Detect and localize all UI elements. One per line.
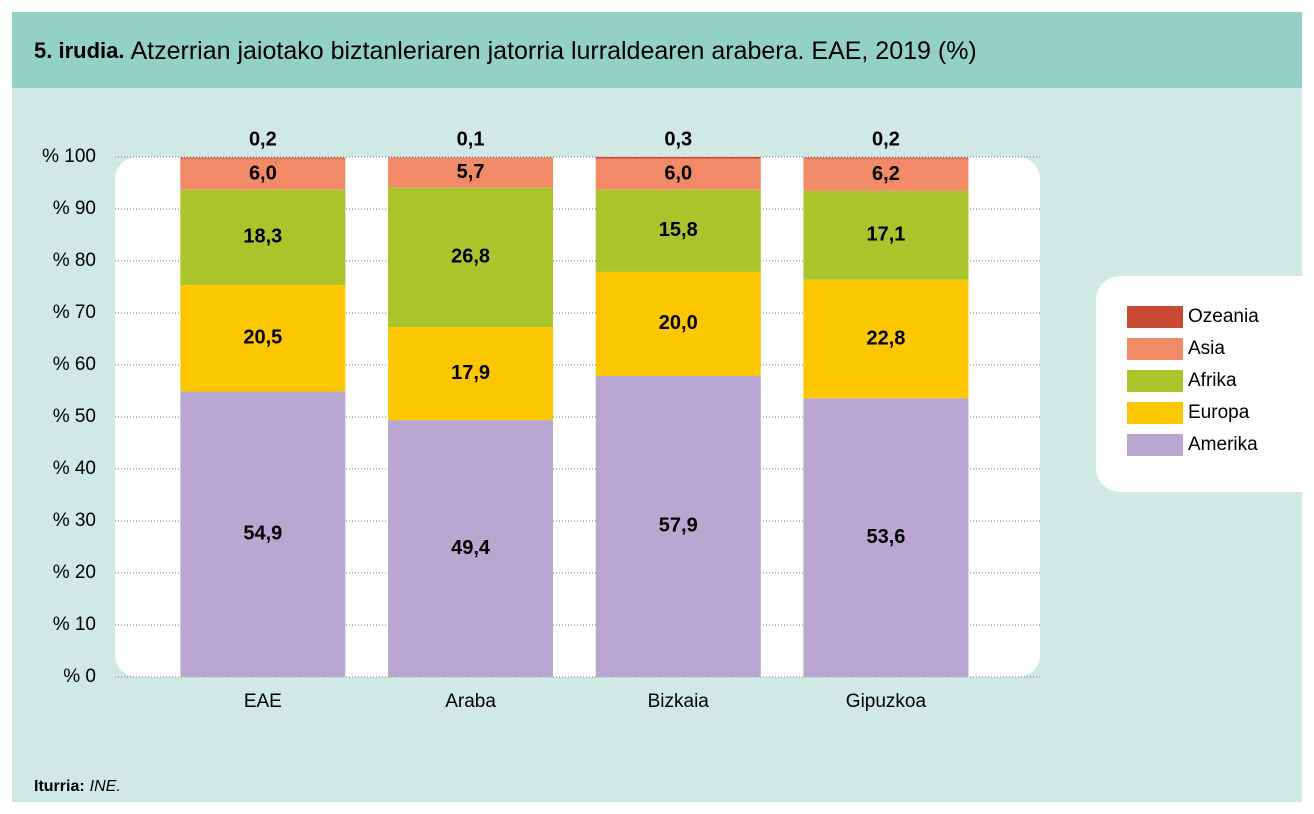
y-tick-label: % 50 [53, 406, 96, 427]
data-label: 6,2 [872, 163, 900, 185]
legend-swatch [1127, 402, 1183, 424]
data-label: 17,1 [866, 224, 905, 246]
bar-segment [388, 420, 554, 677]
legend-swatch [1127, 370, 1183, 392]
bar-segment [595, 157, 761, 159]
legend-label: Asia [1188, 338, 1225, 359]
legend-label: Ozeania [1188, 306, 1259, 327]
data-label: 15,8 [659, 219, 698, 241]
legend-label: Afrika [1188, 370, 1237, 391]
y-tick-label: % 70 [53, 302, 96, 323]
data-label: 6,0 [664, 162, 692, 184]
bar-segment [180, 157, 346, 159]
y-tick-label: % 60 [53, 354, 96, 375]
bar-segment [595, 375, 761, 677]
legend-label: Amerika [1188, 434, 1258, 455]
bar-segment [803, 190, 969, 280]
data-label: 54,9 [243, 523, 282, 545]
data-label: 49,4 [451, 537, 491, 559]
y-tick-label: % 0 [63, 666, 96, 687]
legend-swatch [1127, 306, 1183, 328]
data-label: 53,6 [866, 526, 905, 548]
data-label: 0,2 [249, 128, 277, 150]
x-tick-label: Bizkaia [648, 691, 710, 712]
legend-label: Europa [1188, 402, 1250, 423]
bar-segment [803, 158, 969, 191]
source-label: Iturria: [34, 778, 85, 795]
data-label: 5,7 [457, 161, 485, 183]
bar-segment [595, 158, 761, 190]
y-tick-label: % 30 [53, 510, 96, 531]
bar-segment [388, 158, 554, 188]
y-tick-label: % 80 [53, 250, 96, 271]
bar-segment [388, 327, 554, 421]
x-tick-label: Araba [445, 691, 496, 712]
y-tick-label: % 100 [42, 146, 96, 167]
source: Iturria: INE. [34, 778, 121, 795]
bar-segment [803, 279, 969, 399]
bar-segment [180, 391, 346, 677]
data-label: 6,0 [249, 162, 277, 184]
title-label: 5. irudia. [34, 38, 124, 63]
data-label: 57,9 [659, 515, 698, 537]
header [12, 12, 1302, 88]
data-label: 26,8 [451, 246, 490, 268]
y-tick-label: % 20 [53, 562, 96, 583]
bar-segment [595, 271, 761, 376]
y-tick-label: % 40 [53, 458, 96, 479]
bar-segment [803, 398, 969, 677]
data-label: 20,5 [243, 327, 282, 349]
legend-swatch [1127, 338, 1183, 360]
x-tick-label: Gipuzkoa [846, 691, 927, 712]
y-tick-label: % 10 [53, 614, 96, 635]
title-text: Atzerrian jaiotako biztanleriaren jatorr… [130, 37, 976, 65]
bar-segment [388, 187, 554, 328]
legend-swatch [1127, 434, 1183, 456]
bar-segment [180, 284, 346, 392]
data-label: 0,1 [457, 128, 485, 150]
data-label: 18,3 [243, 226, 282, 248]
bar-segment [595, 189, 761, 272]
data-label: 0,2 [872, 128, 900, 150]
data-label: 22,8 [866, 327, 905, 349]
data-label: 20,0 [659, 312, 698, 334]
bar-segment [803, 157, 969, 159]
chart-title: 5. irudia. Atzerrian jaiotako biztanleria… [34, 37, 977, 65]
data-label: 0,3 [664, 128, 692, 150]
bar-segment [388, 157, 554, 159]
bar-segment [180, 158, 346, 190]
x-tick-label: EAE [244, 691, 282, 712]
y-tick-label: % 90 [53, 198, 96, 219]
source-text: INE. [90, 778, 121, 795]
bar-segment [180, 189, 346, 285]
data-label: 17,9 [451, 362, 490, 384]
